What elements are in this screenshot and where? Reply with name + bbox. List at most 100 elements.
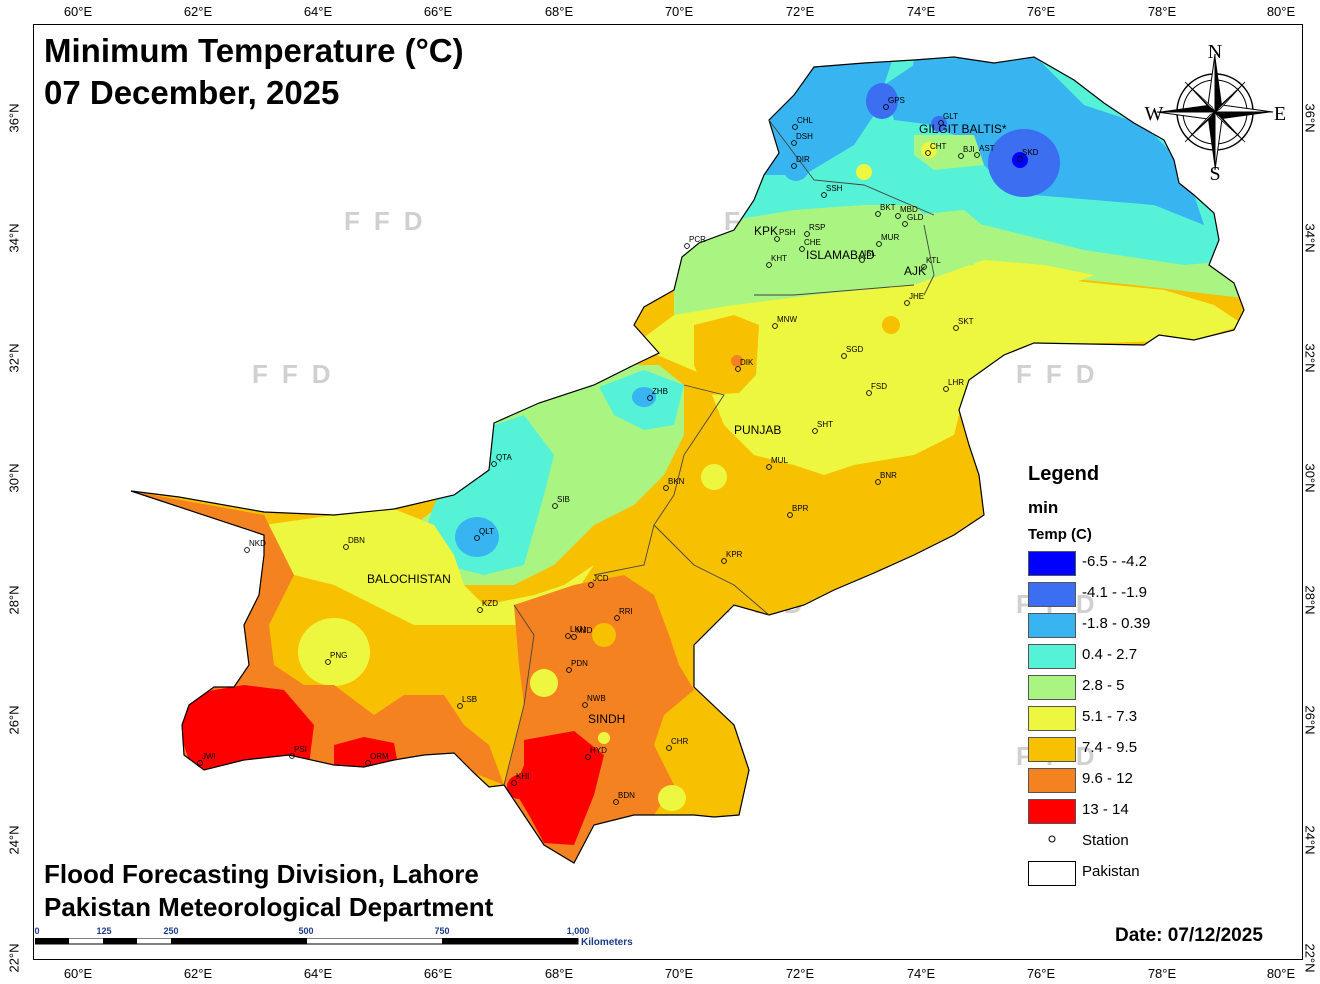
station-label: BDN xyxy=(618,791,635,800)
station-label: SHT xyxy=(817,420,833,429)
station-sib: SIB xyxy=(552,495,570,509)
legend: Legend min Temp (C) -6.5 - -4.2 -4.1 - -1… xyxy=(1028,463,1150,892)
station-marker xyxy=(585,754,591,760)
lat-tick-right: 30°N xyxy=(1302,463,1318,493)
station-label: QTA xyxy=(496,453,513,462)
lon-tick-bottom: 74°E xyxy=(906,966,936,981)
station-dik: DIK xyxy=(735,358,754,372)
station-kpr: KPR xyxy=(721,550,743,564)
station-bkn: BKN xyxy=(663,477,685,491)
station-label: LKN xyxy=(570,625,586,634)
region-label: ISLAMABAD xyxy=(806,248,875,262)
station-isl: ISL xyxy=(859,249,877,263)
station-glt: GLT xyxy=(938,112,958,126)
province-borders xyxy=(503,119,935,786)
station-bkt: BKT xyxy=(875,203,896,217)
station-marker xyxy=(958,153,964,159)
station-marker xyxy=(895,213,901,219)
station-nwb: NWB xyxy=(582,694,606,708)
station-symbol-icon xyxy=(1048,835,1056,843)
station-marker xyxy=(1017,156,1023,162)
lon-tick-top: 70°E xyxy=(664,4,694,19)
station-label: PSI xyxy=(294,745,307,754)
lat-tick-left: 26°N xyxy=(6,705,22,735)
lat-tick-right: 24°N xyxy=(1302,825,1318,855)
boundary-swatch xyxy=(1028,861,1076,886)
station-marker xyxy=(787,512,793,518)
legend-class-row: 5.1 - 7.3 xyxy=(1028,706,1137,737)
station-marker xyxy=(791,140,797,146)
lon-tick-bottom: 72°E xyxy=(785,966,815,981)
lon-tick-top: 80°E xyxy=(1266,4,1296,19)
lon-tick-top: 60°E xyxy=(63,4,93,19)
legend-swatch xyxy=(1028,613,1076,638)
lat-tick-right: 32°N xyxy=(1302,343,1318,373)
station-label: JCD xyxy=(593,574,609,583)
station-chr: CHR xyxy=(666,737,689,751)
station-mur: MUR xyxy=(876,233,899,247)
station-marker xyxy=(684,243,690,249)
station-jhe: JHE xyxy=(904,292,924,306)
station-lsb: LSB xyxy=(457,695,477,709)
region-label: KPK xyxy=(754,224,778,238)
legend-class-label: -4.1 - -1.9 xyxy=(1082,584,1148,601)
station-label: BKT xyxy=(880,203,896,212)
station-label: KHT xyxy=(771,254,787,263)
station-ssh: SSH xyxy=(821,184,843,198)
legend-class-label: 9.6 - 12 xyxy=(1082,770,1133,787)
station-qta: QTA xyxy=(491,453,513,467)
station-marker xyxy=(804,231,810,237)
station-marker xyxy=(197,760,203,766)
station-label: GLD xyxy=(907,213,924,222)
station-label: CHR xyxy=(671,737,689,746)
station-jcd: JCD xyxy=(588,574,609,588)
station-marker xyxy=(772,323,778,329)
station-label: GLT xyxy=(943,112,958,121)
legend-swatch xyxy=(1028,551,1076,576)
station-lkn: LKN xyxy=(565,625,586,639)
legend-swatch xyxy=(1028,675,1076,700)
station-marker xyxy=(866,390,872,396)
station-gld: GLD xyxy=(902,213,924,227)
station-label: DBN xyxy=(348,536,365,545)
station-marker xyxy=(566,667,572,673)
legend-class-label: -6.5 - -4.2 xyxy=(1082,553,1148,570)
lon-tick-top: 62°E xyxy=(183,4,213,19)
legend-class-label: 7.4 - 9.5 xyxy=(1082,739,1138,756)
station-marker xyxy=(974,152,980,158)
lon-tick-bottom: 76°E xyxy=(1026,966,1056,981)
scale-tick-label: 250 xyxy=(163,926,179,936)
station-label: JWI xyxy=(202,752,216,761)
station-label: SKD xyxy=(1022,148,1039,157)
credits-line-1: Flood Forecasting Division, Lahore xyxy=(44,859,479,889)
compass-n: N xyxy=(1208,41,1222,63)
station-pcr: PCR xyxy=(684,235,706,249)
station-label: DSH xyxy=(796,132,813,141)
station-orm: ORM xyxy=(365,752,389,766)
station-label: SSH xyxy=(826,184,843,193)
legend-class-label: 2.8 - 5 xyxy=(1082,677,1125,694)
station-label: MNW xyxy=(777,315,797,324)
lon-tick-top: 72°E xyxy=(785,4,815,19)
lon-tick-bottom: 78°E xyxy=(1147,966,1177,981)
station-mul: MUL xyxy=(766,456,788,470)
lat-tick-left: 36°N xyxy=(6,103,22,133)
station-khi: KHI xyxy=(511,772,529,786)
station-label: BNR xyxy=(880,471,897,480)
scale-bar-graphic xyxy=(35,938,579,945)
credits-line-2: Pakistan Meteorological Department xyxy=(44,892,494,922)
station-che: CHE xyxy=(799,238,821,252)
station-mnw: MNW xyxy=(772,315,797,329)
legend-class-label: 5.1 - 7.3 xyxy=(1082,708,1138,725)
lon-tick-bottom: 62°E xyxy=(183,966,213,981)
station-skt: SKT xyxy=(953,317,974,331)
lat-tick-left: 34°N xyxy=(6,223,22,253)
legend-class-label: -1.8 - 0.39 xyxy=(1082,615,1151,632)
station-marker xyxy=(613,799,619,805)
lat-tick-left: 22°N xyxy=(6,943,22,973)
legend-boundary-label: Pakistan xyxy=(1082,863,1140,880)
station-marker xyxy=(883,104,889,110)
lon-tick-bottom: 66°E xyxy=(423,966,453,981)
station-marker xyxy=(552,503,558,509)
lat-tick-left: 24°N xyxy=(6,825,22,855)
